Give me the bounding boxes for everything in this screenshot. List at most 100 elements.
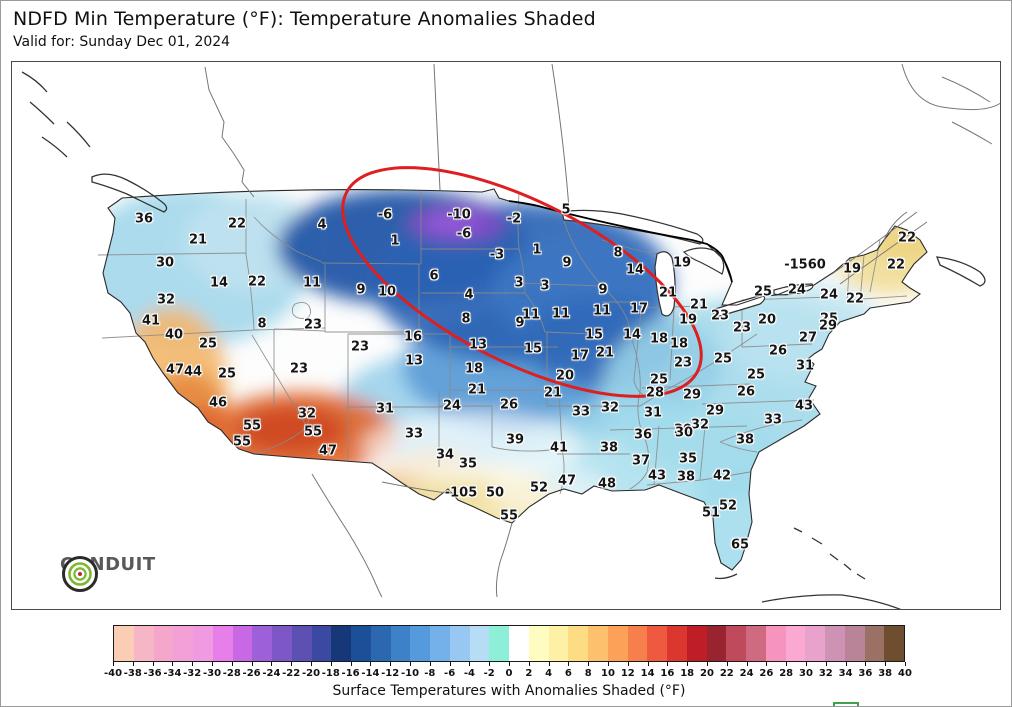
colorbar-tick [746,662,748,666]
colorbar-tick [786,662,788,666]
temp-label: 14 [209,275,229,291]
temp-label: 30 [674,425,694,441]
temp-label: 47 [557,473,577,489]
colorbar-tick [687,662,689,666]
temp-label: 55 [232,434,252,450]
temp-label: 35 [458,456,478,472]
temp-label: 42 [712,468,732,484]
temp-label: 11 [302,275,322,291]
temp-label: 29 [818,318,838,334]
temp-label: 3 [540,278,550,294]
colorbar-tick-label: 18 [680,668,695,679]
colorbar-tick-label: 8 [584,668,592,679]
temp-label: 16 [403,329,423,345]
temp-label: 23 [350,339,370,355]
colorbar-segment [686,626,707,661]
colorbar-segment [449,626,470,661]
temp-label: 8 [461,311,471,327]
colorbar-segment [509,626,529,661]
temp-label: 13 [404,353,424,369]
temp-label: 46 [208,395,228,411]
temp-label: 21 [595,345,615,361]
temp-label: 22 [227,216,247,232]
temp-label: 1 [390,233,400,249]
colorbar-tick-label: -22 [282,668,301,679]
temp-label: 51 [701,505,721,521]
temp-label: 32 [600,400,620,416]
temp-label: 55 [499,508,519,524]
temp-label: 1 [532,242,542,258]
temp-label: 26 [499,397,519,413]
temp-label: 14 [622,327,642,343]
temp-label: 18 [669,336,689,352]
temp-label: 19 [842,261,862,277]
temp-label: 9 [562,255,572,271]
colorbar-segment [430,626,450,661]
temp-label: 25 [649,372,669,388]
colorbar-tick-label: 38 [878,668,893,679]
temp-label: 23 [303,317,323,333]
colorbar-tick [865,662,867,666]
colorbar-segment [114,626,134,661]
temp-label: 27 [798,330,818,346]
colorbar-tick-label: -30 [202,668,222,679]
temp-label: 23 [289,361,309,377]
colorbar-tick-label: -18 [321,668,340,679]
colorbar-tick-label: 20 [700,668,714,679]
temp-label: 18 [464,361,484,377]
temp-label: 17 [629,301,649,317]
coastal-islands [21,71,986,609]
colorbar: -40 -38 -36 -34 -32 -30 -28 -26 -24 -22 -20 -18 -16-… [104,625,912,699]
temp-label: 44 [183,364,203,380]
temp-label: -105 [444,485,478,501]
temp-label: 23 [732,320,752,336]
colorbar-segment [627,626,648,661]
colorbar-tick [132,662,134,666]
colorbar-tick [647,662,649,666]
temp-label: 25 [198,336,218,352]
temp-label: 11 [551,306,571,322]
temp-label: 35 [678,451,698,467]
colorbar-tick [113,662,114,666]
colorbar-segment [291,626,312,661]
colorbar-tick-label: 4 [545,668,553,679]
temp-label: 9 [598,282,608,298]
colorbar-tick-label: 0 [505,668,513,679]
colorbar-segment [469,626,490,661]
temp-label: 15 [584,327,604,343]
colorbar-segment [884,626,904,661]
colorbar-tick-label: 6 [564,668,572,679]
colorbar-tick [291,662,293,666]
temp-label: 25 [713,351,733,367]
temp-label: 22 [886,257,906,273]
temp-label: 52 [529,480,549,496]
colorbar-tick-label: 24 [739,668,754,679]
temp-label: 19 [678,312,698,328]
temp-label: 55 [303,424,323,440]
temp-label: 26 [768,343,788,359]
temp-label: 22 [897,230,917,246]
colorbar-tick-label: 28 [779,668,794,679]
colorbar-tick-label: 34 [838,668,853,679]
temp-label: 24 [819,287,839,303]
colorbar-tick-label: 32 [818,668,833,679]
neighbor-borders [204,63,1000,598]
temp-label: 32 [690,417,710,433]
colorbar-tick [667,662,669,666]
temp-label: 33 [571,404,591,420]
colorbar-tick [311,662,312,666]
temp-label: 26 [736,384,756,400]
temp-label: 21 [689,297,709,313]
temp-label: -3 [489,247,505,263]
temp-label: 43 [647,468,667,484]
temp-label: 3 [514,275,524,291]
conduit-logo: CONDUIT [60,554,156,592]
map-frame: 36 22 21 30 14 22 11 32 41 40 8 25 23 4 -6 1 9 10 23 47 44 25… [11,61,1001,610]
temp-label: 24 [442,398,462,414]
colorbar-tick [588,662,590,666]
temp-label: 65 [730,537,750,553]
colorbar-tick-label: 40 [898,668,912,679]
temp-label: 22 [247,274,267,290]
temp-label: 11 [521,307,541,323]
temp-label: 32 [297,406,317,422]
